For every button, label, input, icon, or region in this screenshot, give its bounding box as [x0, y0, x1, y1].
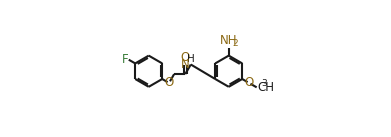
- Text: H: H: [187, 54, 195, 64]
- Text: O: O: [164, 76, 174, 89]
- Text: O: O: [181, 51, 190, 64]
- Text: O: O: [244, 76, 254, 89]
- Text: 3: 3: [261, 79, 267, 89]
- Text: NH: NH: [220, 34, 237, 47]
- Text: F: F: [122, 53, 128, 66]
- Text: CH: CH: [257, 81, 274, 94]
- Text: 2: 2: [233, 39, 238, 48]
- Text: N: N: [181, 58, 190, 71]
